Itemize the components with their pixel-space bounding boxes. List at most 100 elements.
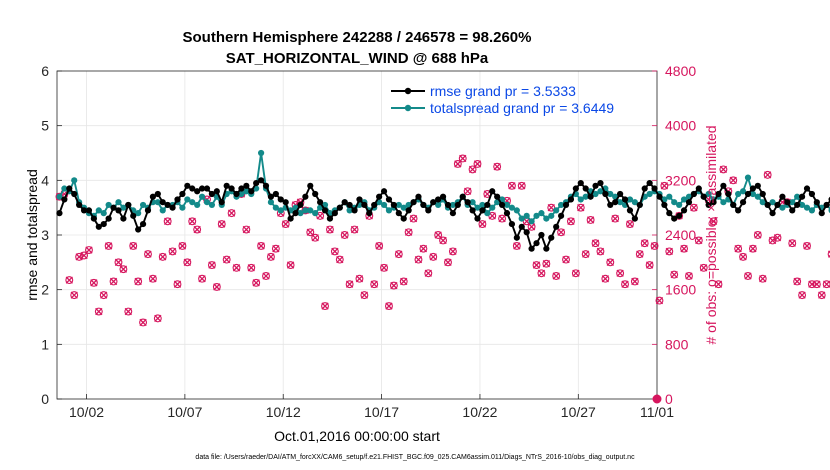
totalspread-point (469, 199, 476, 206)
rmse-point (435, 196, 442, 203)
obs-assimilated-marker (119, 265, 128, 273)
obs-assimilated-marker (616, 269, 624, 277)
y2-tick-label: 4000 (665, 118, 696, 134)
obs-possible-marker (104, 241, 113, 250)
obs-assimilated-marker (729, 176, 737, 184)
obs-assimilated-marker (744, 272, 752, 280)
obs-assimilated-marker (567, 217, 575, 225)
rmse-point (739, 199, 747, 206)
obs-possible-marker (566, 217, 575, 226)
totalspread-point (720, 199, 727, 206)
totalspread-point (577, 196, 584, 203)
totalspread-point (543, 215, 550, 222)
obs-possible-marker (611, 214, 620, 223)
totalspread-point (307, 207, 314, 214)
obs-possible-marker (89, 278, 98, 287)
obs-assimilated-marker (183, 258, 191, 266)
totalspread-point (533, 212, 540, 219)
obs-assimilated-marker (208, 261, 216, 269)
rmse-point (818, 210, 825, 217)
totalspread-point (789, 199, 796, 206)
obs-assimilated-marker (690, 204, 698, 212)
totalspread-point (243, 188, 250, 195)
obs-possible-marker (266, 252, 275, 261)
obs-possible-marker (429, 252, 438, 261)
obs-assimilated-marker (754, 231, 762, 239)
totalspread-point (538, 210, 545, 217)
rmse-point (626, 207, 634, 214)
obs-possible-marker (247, 263, 256, 272)
obs-possible-marker (655, 296, 664, 305)
rmse-point (597, 179, 604, 187)
obs-assimilated-marker (532, 261, 541, 269)
rmse-point (351, 207, 358, 214)
obs-assimilated-marker (223, 255, 231, 264)
totalspread-point (803, 204, 811, 211)
obs-possible-marker (827, 250, 830, 258)
obs-possible-marker (419, 244, 428, 253)
obs-assimilated-marker (557, 228, 565, 236)
rmse-point (56, 210, 63, 217)
totalspread-point (607, 190, 614, 198)
totalspread-point (779, 204, 786, 211)
obs-possible-marker (473, 159, 482, 168)
obs-possible-marker (227, 209, 236, 218)
obs-assimilated-marker (70, 291, 78, 299)
obs-possible-marker (306, 228, 315, 237)
obs-assimilated-marker (242, 225, 251, 234)
obs-possible-marker (758, 274, 767, 283)
obs-assimilated-marker (823, 280, 830, 288)
y-axis-label: rmse and totalspread (24, 169, 40, 301)
rmse-point (725, 190, 732, 198)
obs-possible-marker (581, 250, 590, 259)
obs-assimilated-marker (282, 220, 290, 228)
obs-possible-marker (114, 258, 123, 267)
rmse-point (749, 185, 757, 192)
rmse-point (730, 201, 737, 209)
y-tick-label: 4 (41, 172, 49, 188)
rmse-point (646, 179, 653, 187)
totalspread-point (489, 204, 496, 211)
rmse-point (769, 210, 776, 217)
totalspread-point (267, 199, 275, 206)
obs-possible-marker (645, 261, 654, 270)
rmse-point (484, 201, 491, 209)
obs-possible-marker (552, 272, 561, 280)
obs-possible-marker (257, 241, 266, 250)
obs-assimilated-marker (572, 269, 580, 277)
rmse-point (680, 207, 688, 214)
obs-possible-marker (709, 217, 718, 226)
rmse-point (789, 207, 796, 214)
rmse-point (651, 185, 658, 192)
totalspread-point (548, 212, 555, 219)
rmse-point (159, 199, 166, 206)
obs-assimilated-marker (345, 280, 354, 288)
totalspread-point (484, 210, 491, 217)
obs-assimilated-marker (341, 231, 349, 239)
obs-assimilated-marker (400, 277, 408, 286)
rmse-point (587, 193, 594, 200)
obs-assimilated-marker (100, 291, 108, 299)
obs-possible-marker (409, 214, 418, 223)
y-tick-label: 0 (41, 391, 49, 407)
totalspread-point (676, 201, 683, 209)
obs-possible-marker (448, 247, 457, 256)
obs-assimilated-marker (424, 269, 432, 277)
totalspread-point (277, 207, 284, 214)
obs-assimilated-marker (232, 264, 241, 272)
obs-assimilated-marker (596, 247, 605, 256)
totalspread-point (597, 188, 604, 195)
obs-possible-marker (788, 239, 797, 248)
legend: rmse grand pr = 3.5333 totalspread grand… (391, 83, 614, 116)
totalspread-point (435, 201, 442, 209)
obs-assimilated-marker (419, 245, 428, 253)
rmse-point (617, 190, 624, 198)
rmse-point (71, 190, 78, 198)
obs-assimilated-marker (591, 239, 600, 247)
totalspread-point (592, 190, 599, 198)
obs-possible-marker (340, 231, 349, 239)
obs-possible-marker (173, 280, 182, 289)
rmse-point (449, 210, 457, 217)
obs-assimilated-marker (670, 270, 678, 279)
obs-possible-marker (262, 272, 270, 280)
